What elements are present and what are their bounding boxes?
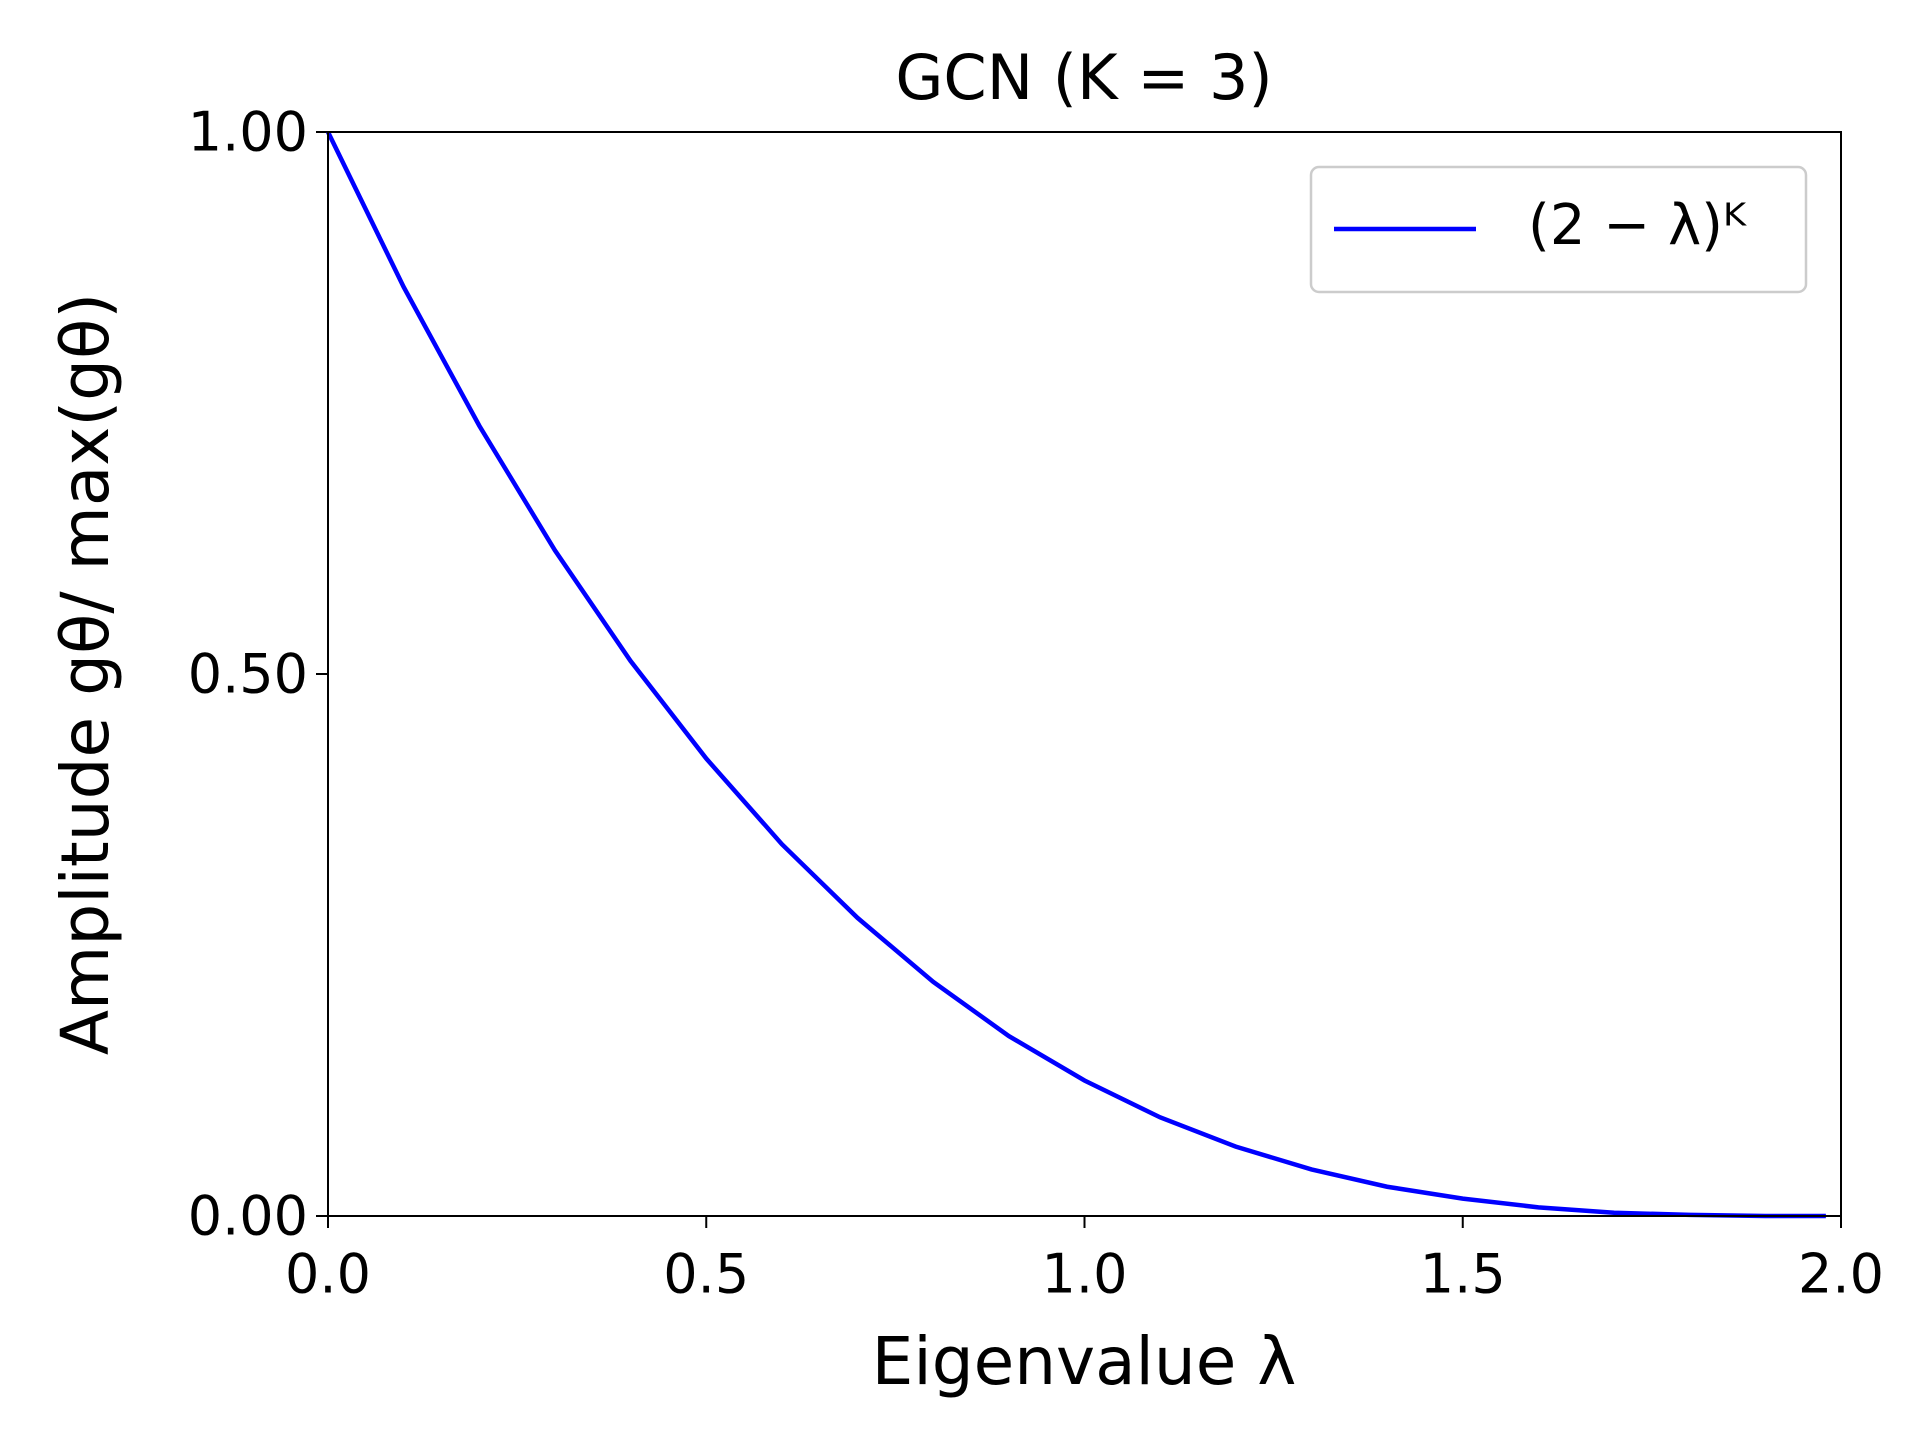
y-tick-label: 0.50: [188, 643, 308, 706]
chart-title: GCN (K = 3): [895, 41, 1272, 114]
plot-frame: [327, 131, 1842, 1217]
y-tick-label: 1.00: [188, 101, 308, 164]
y-axis-label: Amplitude gθ/ max(gθ): [47, 293, 124, 1055]
x-tick-label: 0.0: [285, 1243, 371, 1306]
y-tick-label: 0.00: [188, 1185, 308, 1248]
legend-box: [1309, 165, 1808, 294]
legend-label: (2 − λ)ᴷ: [1528, 193, 1747, 258]
x-tick-label: 1.0: [1042, 1243, 1128, 1306]
x-tick-label: 2.0: [1798, 1243, 1884, 1306]
x-tick-label: 1.5: [1420, 1243, 1506, 1306]
line-series: [325, 131, 1826, 1219]
x-tick-label: 0.5: [663, 1243, 749, 1306]
x-axis-label: Eigenvalue λ: [872, 1323, 1297, 1400]
